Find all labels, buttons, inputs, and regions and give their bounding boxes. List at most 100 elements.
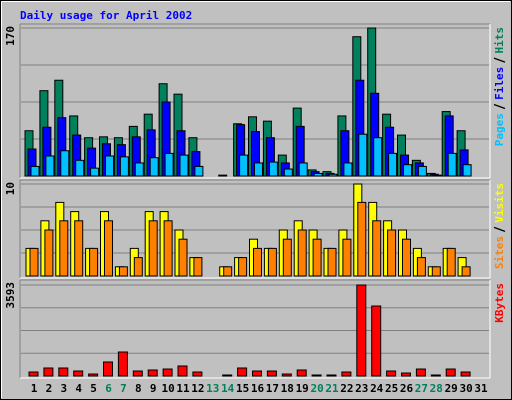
x-tick-label: 27 [415, 382, 428, 395]
x-tick-label: 17 [266, 382, 279, 395]
bar [281, 373, 292, 377]
bar [446, 247, 456, 277]
bar [372, 220, 382, 277]
bar [218, 174, 228, 177]
x-tick-label: 4 [75, 382, 82, 395]
bar [341, 371, 352, 377]
bar [401, 372, 411, 377]
bar [222, 374, 233, 377]
bar [296, 369, 307, 377]
x-tick-label: 11 [176, 382, 190, 395]
bar [343, 162, 353, 177]
x-tick-label: 28 [430, 382, 443, 395]
bar [342, 238, 352, 277]
bar [431, 266, 441, 277]
bar [328, 173, 338, 177]
x-tick-label: 31 [474, 382, 488, 395]
x-tick-label: 23 [355, 382, 368, 395]
bar [164, 152, 174, 177]
bar [104, 220, 113, 277]
bar [75, 159, 85, 177]
bar [432, 174, 442, 177]
bar [178, 238, 188, 277]
bar [415, 368, 426, 377]
legend: KBytes [493, 283, 506, 323]
legend-entry: Files [493, 67, 506, 100]
bar [193, 257, 203, 277]
x-tick-label: 14 [221, 382, 235, 395]
x-tick-label: 24 [370, 382, 384, 395]
x-tick-label: 21 [325, 382, 339, 395]
bar [254, 162, 263, 177]
bar [179, 154, 189, 177]
x-tick-label: 8 [135, 382, 142, 395]
bar [313, 172, 323, 177]
y-tick-label: 3593 [4, 282, 17, 309]
bar [326, 374, 337, 377]
bar [388, 152, 398, 177]
bar [223, 266, 233, 277]
x-tick-label: 22 [340, 382, 353, 395]
bar [462, 164, 472, 177]
bar [403, 164, 412, 177]
bar [252, 370, 262, 377]
bar [147, 369, 158, 377]
bar [282, 238, 292, 277]
bar [89, 247, 99, 277]
bar [60, 150, 70, 177]
legend: Pages Files Hits [493, 27, 506, 146]
bar [59, 220, 69, 277]
x-tick-label: 9 [150, 382, 157, 395]
bar [149, 157, 159, 177]
bar [105, 155, 114, 177]
bar [117, 351, 128, 377]
legend-separator [493, 103, 506, 110]
bar [132, 370, 143, 377]
bar [44, 229, 54, 277]
bar [253, 247, 262, 277]
bar [357, 201, 367, 277]
x-tick-label: 7 [120, 382, 127, 395]
bar [28, 371, 39, 377]
x-tick-label: 30 [459, 382, 472, 395]
bar [430, 374, 441, 377]
bar [416, 257, 426, 277]
x-tick-label: 10 [161, 382, 174, 395]
legend-text: KBytes [493, 283, 506, 323]
bar [387, 229, 397, 277]
bar [73, 370, 84, 377]
bar [45, 155, 55, 177]
bar [461, 266, 471, 277]
bar [29, 247, 39, 277]
bar [373, 137, 383, 177]
bar [58, 367, 69, 377]
legend-separator [493, 57, 506, 63]
bar [148, 220, 158, 277]
legend-entry: Pages [493, 113, 506, 146]
x-tick-label: 25 [385, 382, 398, 395]
bar [103, 361, 113, 377]
bar [74, 220, 84, 277]
bar [268, 161, 278, 177]
legend-entry: KBytes [493, 283, 506, 323]
bar [118, 266, 128, 277]
bar [312, 238, 322, 277]
x-tick-label: 2 [46, 382, 53, 395]
x-tick-label: 13 [206, 382, 219, 395]
legend: Sites Visits [493, 183, 506, 269]
legend-entry: Hits [493, 27, 506, 54]
bar [460, 371, 471, 377]
x-tick-label: 18 [281, 382, 294, 395]
bar [267, 247, 277, 277]
bar [417, 165, 427, 177]
bar [134, 162, 144, 177]
bar [298, 162, 308, 177]
bar [238, 257, 248, 277]
legend-entry: Visits [493, 183, 506, 223]
bar [43, 367, 54, 377]
x-tick-label: 26 [400, 382, 414, 395]
bar [90, 167, 100, 177]
legend-text: Pages Files Hits [493, 27, 506, 146]
bar [237, 367, 248, 377]
